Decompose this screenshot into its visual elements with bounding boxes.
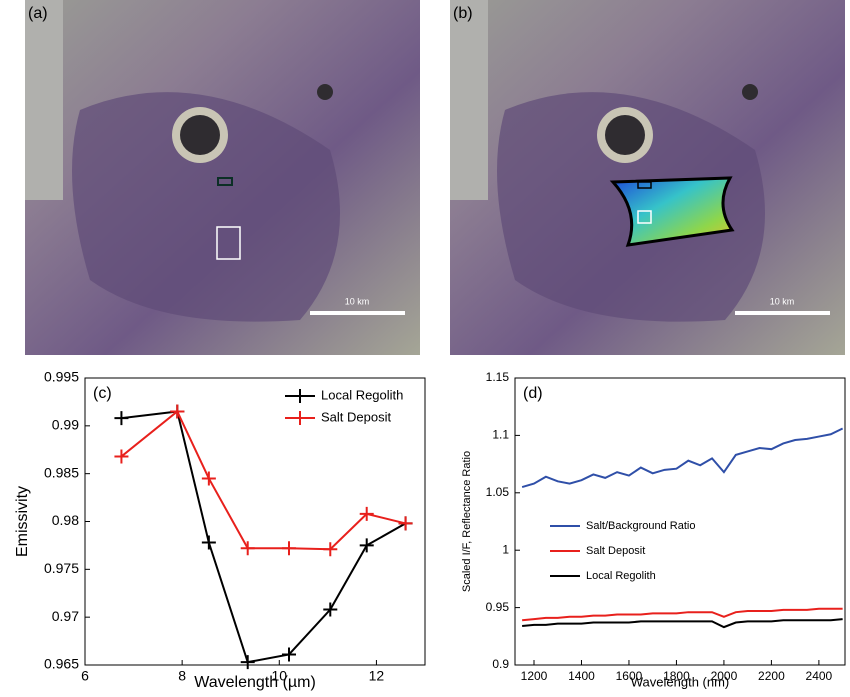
legend-marker xyxy=(293,389,307,403)
x-axis-label: Wavelength (µm) xyxy=(194,674,316,691)
y-tick-label: 0.975 xyxy=(44,560,79,576)
marker xyxy=(241,655,255,669)
panel-label: (a) xyxy=(28,5,48,22)
marker xyxy=(282,541,296,555)
y-axis-label: Emissivity xyxy=(14,486,31,557)
legend-label: Local Regolith xyxy=(321,387,403,402)
scale-label: 10 km xyxy=(770,296,795,306)
series-line xyxy=(121,411,405,549)
y-tick-label: 1 xyxy=(502,542,509,556)
panel-label: (b) xyxy=(453,5,473,22)
y-tick-label: 0.995 xyxy=(44,369,79,385)
series-line xyxy=(522,609,843,620)
marker xyxy=(360,538,374,552)
y-tick-label: 0.99 xyxy=(52,417,79,433)
y-tick-label: 1.05 xyxy=(486,485,510,499)
y-axis-label: Scaled I/F, Reflectance Ratio xyxy=(461,451,473,592)
legend-label: Salt Deposit xyxy=(321,409,391,424)
figure: 10 km (a) 10 km (b) 6810120.9650.970.975… xyxy=(0,0,850,692)
series-line xyxy=(522,429,843,488)
y-tick-label: 0.9 xyxy=(492,657,509,671)
x-tick-label: 1200 xyxy=(521,669,548,683)
image-b: 10 km (b) xyxy=(450,0,845,355)
y-tick-label: 0.97 xyxy=(52,608,79,624)
y-tick-label: 0.985 xyxy=(44,464,79,480)
x-tick-label: 2200 xyxy=(758,669,785,683)
marker xyxy=(202,536,216,550)
legend-label: Salt Deposit xyxy=(586,545,645,557)
y-tick-label: 1.15 xyxy=(486,370,510,384)
panel-label: (d) xyxy=(523,385,543,402)
x-tick-label: 12 xyxy=(369,668,385,684)
marker xyxy=(399,516,413,530)
series-line xyxy=(121,411,405,662)
x-axis-label: Wavelength (nm) xyxy=(631,674,730,689)
y-tick-label: 0.95 xyxy=(486,600,510,614)
legend-label: Salt/Background Ratio xyxy=(586,520,695,532)
y-tick-label: 0.965 xyxy=(44,656,79,672)
marker xyxy=(241,541,255,555)
x-tick-label: 2400 xyxy=(806,669,833,683)
x-tick-label: 8 xyxy=(178,668,186,684)
legend-label: Local Regolith xyxy=(586,570,656,582)
image-a: 10 km (a) xyxy=(25,0,420,355)
y-tick-label: 0.98 xyxy=(52,512,79,528)
panel-label: (c) xyxy=(93,385,112,402)
marker xyxy=(114,411,128,425)
y-tick-label: 1.1 xyxy=(492,428,509,442)
x-tick-label: 1400 xyxy=(568,669,595,683)
scale-label: 10 km xyxy=(345,296,370,306)
page: 10 km (a) 10 km (b) 6810120.9650.970.975… xyxy=(0,0,850,697)
legend-marker xyxy=(293,411,307,425)
x-tick-label: 6 xyxy=(81,668,89,684)
series-line xyxy=(522,619,843,627)
marker xyxy=(202,471,216,485)
